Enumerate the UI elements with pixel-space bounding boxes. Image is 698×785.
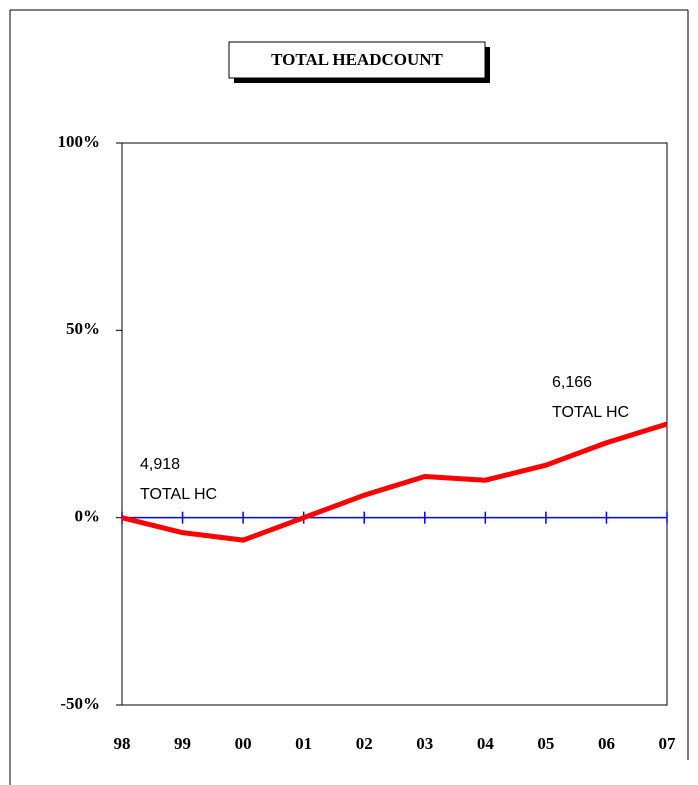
x-tick-label: 02 [356,734,373,753]
y-tick-label: -50% [60,694,100,713]
x-tick-label: 07 [659,734,677,753]
y-tick-label: 100% [58,132,101,151]
annotation: TOTAL HC [140,486,217,503]
title-box [228,41,486,79]
x-tick-label: 00 [235,734,252,753]
y-tick-label: 0% [75,507,101,526]
data-line [121,421,668,543]
x-tick-label: 04 [477,734,495,753]
x-tick-label: 99 [174,734,191,753]
y-tick-label: 50% [66,319,100,338]
plot-area [121,142,668,706]
annotation: 6,166 [552,374,592,391]
x-tick-label: 03 [416,734,433,753]
x-tick-label: 06 [598,734,615,753]
x-tick-label: 01 [295,734,312,753]
x-tick-label: 05 [537,734,554,753]
annotation: TOTAL HC [552,404,629,421]
x-tick-label: 98 [114,734,131,753]
annotation: 4,918 [140,456,180,473]
chart-title: TOTAL HEADCOUNT [271,50,443,69]
